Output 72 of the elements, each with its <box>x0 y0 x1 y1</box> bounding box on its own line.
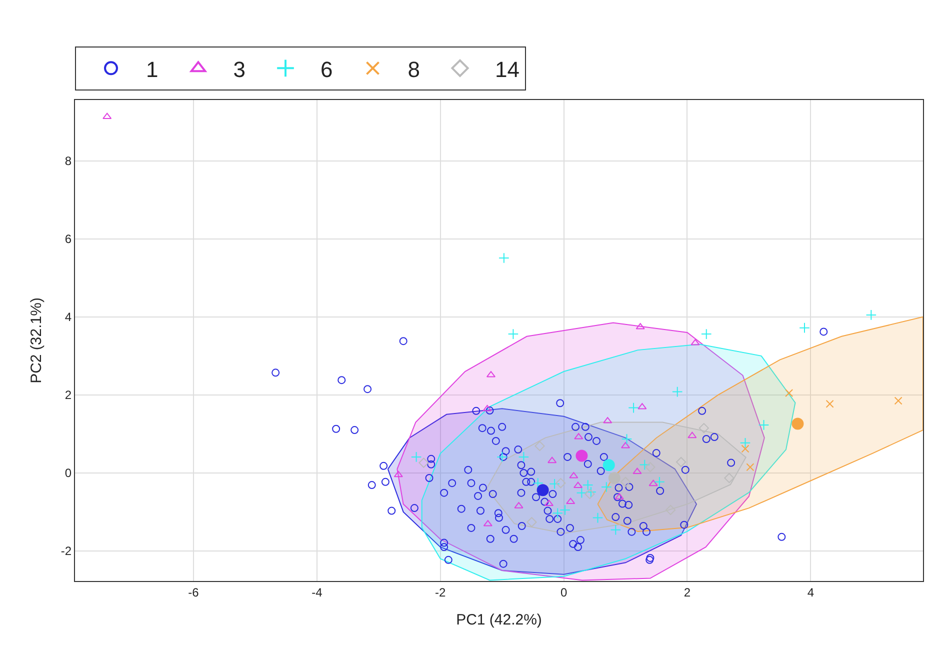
point <box>758 420 770 430</box>
point <box>573 482 583 488</box>
point <box>799 322 810 334</box>
y-tick-label: -2 <box>60 544 72 558</box>
y-tick-label: 4 <box>64 310 72 324</box>
x-tick-label: -4 <box>312 585 323 600</box>
point <box>518 452 530 462</box>
point <box>724 472 734 484</box>
legend-label: 1 <box>146 56 158 82</box>
point <box>552 508 564 519</box>
point <box>600 482 612 492</box>
point <box>785 388 794 397</box>
point <box>746 463 754 472</box>
point <box>621 434 632 444</box>
point <box>610 524 622 536</box>
point <box>792 418 804 430</box>
point <box>102 112 112 120</box>
y-axis-title: PC2 (32.1%) <box>28 298 46 384</box>
point <box>556 478 566 488</box>
point <box>576 450 588 462</box>
point <box>498 252 510 264</box>
point <box>628 402 639 414</box>
point <box>496 452 508 462</box>
point <box>566 498 576 504</box>
x-tick-label: -6 <box>188 585 200 600</box>
point <box>592 512 604 524</box>
point <box>602 459 615 472</box>
x-tick-label: 2 <box>684 585 691 600</box>
point <box>741 444 750 453</box>
point <box>549 478 560 490</box>
point <box>645 462 656 472</box>
legend-label: 3 <box>233 56 246 82</box>
legend-label: 14 <box>495 56 520 82</box>
point <box>688 432 697 438</box>
point <box>508 328 519 340</box>
point <box>740 438 751 448</box>
point <box>632 468 642 474</box>
point <box>534 440 545 452</box>
legend-label: 6 <box>320 56 333 82</box>
point <box>826 400 834 408</box>
legend-label: 8 <box>408 56 420 82</box>
point <box>576 487 588 498</box>
point <box>700 328 712 340</box>
point <box>866 310 877 320</box>
y-tick-label: 2 <box>64 388 72 402</box>
point <box>608 472 620 484</box>
point <box>698 423 709 434</box>
point <box>560 504 570 516</box>
point <box>648 480 658 486</box>
x-axis-title: PC1 (42.2%) <box>456 611 542 628</box>
point <box>526 517 537 528</box>
x-tick-label: 0 <box>560 585 568 600</box>
x-tick-label: 4 <box>807 585 814 600</box>
point <box>394 470 403 478</box>
point <box>548 456 557 464</box>
point <box>639 459 650 470</box>
point <box>672 386 683 398</box>
y-tick-label: 6 <box>64 232 72 246</box>
point <box>418 458 429 468</box>
point <box>654 476 665 488</box>
point <box>544 500 554 506</box>
point <box>894 396 902 405</box>
point <box>620 476 631 487</box>
point <box>536 484 549 496</box>
y-tick-label: 0 <box>64 466 72 480</box>
point <box>532 478 544 488</box>
point <box>482 404 492 412</box>
point <box>676 456 686 468</box>
y-tick-label: 8 <box>64 154 72 168</box>
point <box>410 452 422 462</box>
x-tick-label: -2 <box>435 585 446 600</box>
point <box>666 504 676 516</box>
